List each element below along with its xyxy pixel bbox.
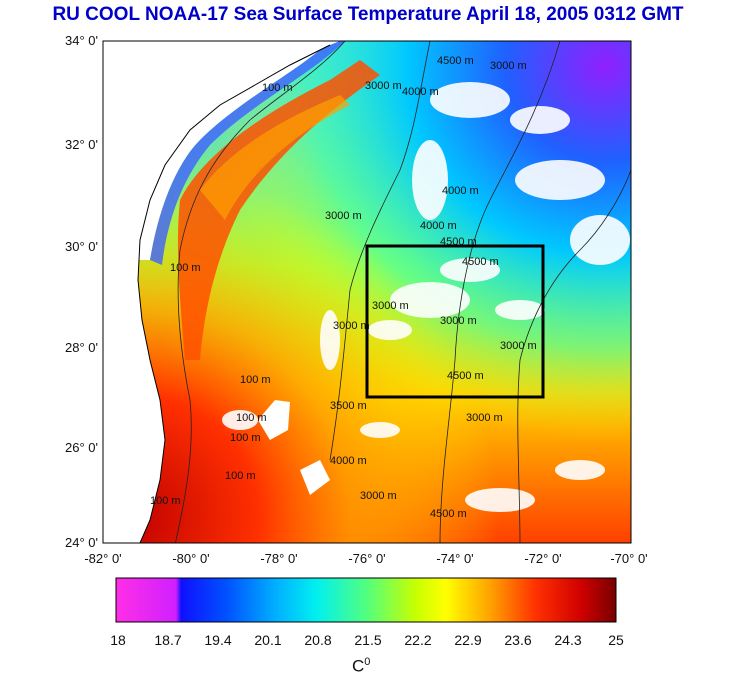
- contour-label: 4500 m: [440, 236, 477, 248]
- contour-label: 3000 m: [325, 210, 362, 222]
- colorbar-label: 20.8: [304, 632, 332, 648]
- contour-label: 3000 m: [365, 80, 402, 92]
- contour-label: 4500 m: [437, 55, 474, 67]
- lat-label: 34° 0': [65, 33, 98, 48]
- lon-label: -76° 0': [348, 551, 386, 566]
- lon-label: -82° 0': [84, 551, 122, 566]
- colorbar-unit: C0: [352, 656, 370, 677]
- colorbar-label: 18.7: [154, 632, 182, 648]
- lon-label: -80° 0': [172, 551, 210, 566]
- contour-label: 3000 m: [440, 315, 477, 327]
- colorbar-label: 20.1: [254, 632, 282, 648]
- map-title: RU COOL NOAA-17 Sea Surface Temperature …: [52, 4, 684, 25]
- contour-label: 100 m: [240, 374, 271, 386]
- contour-label: 4000 m: [330, 455, 367, 467]
- lat-label: 24° 0': [65, 535, 98, 550]
- contour-label: 4000 m: [402, 86, 439, 98]
- contour-label: 100 m: [262, 82, 293, 94]
- contour-label: 100 m: [236, 412, 267, 424]
- contour-label: 3000 m: [500, 340, 537, 352]
- colorbar-label: 21.5: [354, 632, 382, 648]
- contour-label: 100 m: [225, 470, 256, 482]
- contour-label: 3000 m: [372, 300, 409, 312]
- contour-label: 100 m: [230, 432, 261, 444]
- contour-label: 100 m: [150, 495, 181, 507]
- unit-symbol: C: [352, 656, 365, 676]
- contour-label: 4500 m: [430, 508, 467, 520]
- contour-label: 3500 m: [330, 400, 367, 412]
- colorbar-label: 24.3: [554, 632, 582, 648]
- lon-label: -72° 0': [524, 551, 562, 566]
- lon-label: -70° 0': [610, 551, 648, 566]
- colorbar-label: 18: [110, 632, 126, 648]
- colorbar-label: 19.4: [204, 632, 232, 648]
- lat-label: 26° 0': [65, 440, 98, 455]
- contour-label: 4500 m: [462, 256, 499, 268]
- lat-label: 32° 0': [65, 137, 98, 152]
- colorbar: [115, 577, 617, 623]
- lat-label: 28° 0': [65, 340, 98, 355]
- lat-label: 30° 0': [65, 239, 98, 254]
- contour-label: 3000 m: [360, 490, 397, 502]
- colorbar-label: 23.6: [504, 632, 532, 648]
- lon-label: -74° 0': [436, 551, 474, 566]
- contour-label: 3000 m: [333, 320, 370, 332]
- contour-label: 100 m: [170, 262, 201, 274]
- colorbar-label: 22.2: [404, 632, 432, 648]
- study-box: [365, 244, 545, 399]
- colorbar-label: 22.9: [454, 632, 482, 648]
- unit-superscript: 0: [364, 656, 371, 668]
- colorbar-label: 25: [608, 632, 624, 648]
- contour-label: 4000 m: [420, 220, 457, 232]
- contour-label: 3000 m: [466, 412, 503, 424]
- contour-label: 4000 m: [442, 185, 479, 197]
- lon-label: -78° 0': [260, 551, 298, 566]
- contour-label: 3000 m: [490, 60, 527, 72]
- contour-label: 4500 m: [447, 370, 484, 382]
